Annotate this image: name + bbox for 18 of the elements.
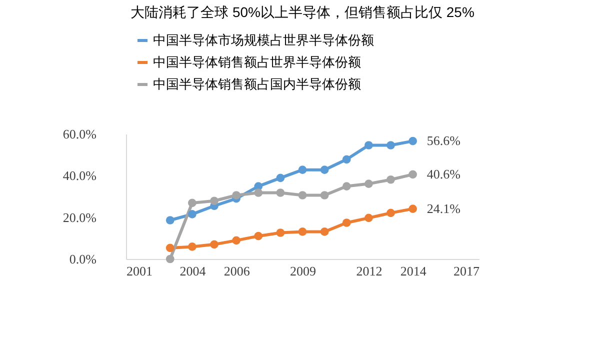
legend-label: 中国半导体市场规模占世界半导体份额 [153,32,374,48]
x-tick-label: 2014 [400,264,427,278]
data-label: 24.1% [426,200,461,216]
x-tick-label: 2006 [224,264,250,278]
x-tick-label: 2009 [290,264,316,278]
y-tick-label: 60.0% [62,126,97,142]
chart-title: 大陆消耗了全球 50%以上半导体，但销售额占比仅 25% [130,4,474,20]
x-tick-label: 2004 [180,264,206,278]
data-label: 56.6% [426,133,461,148]
x-tick-label: 2017 [454,264,480,278]
x-tick-label: 2012 [356,264,382,278]
y-tick-label: 20.0% [62,210,97,225]
legend-label: 中国半导体销售额占世界半导体份额 [153,54,361,70]
y-tick-label: 0.0% [69,252,97,266]
legend-label: 中国半导体销售额占国内半导体份额 [153,76,361,92]
data-label: 40.6% [426,166,461,182]
x-tick-label: 2001 [126,264,152,278]
y-tick-label: 40.0% [62,168,97,184]
